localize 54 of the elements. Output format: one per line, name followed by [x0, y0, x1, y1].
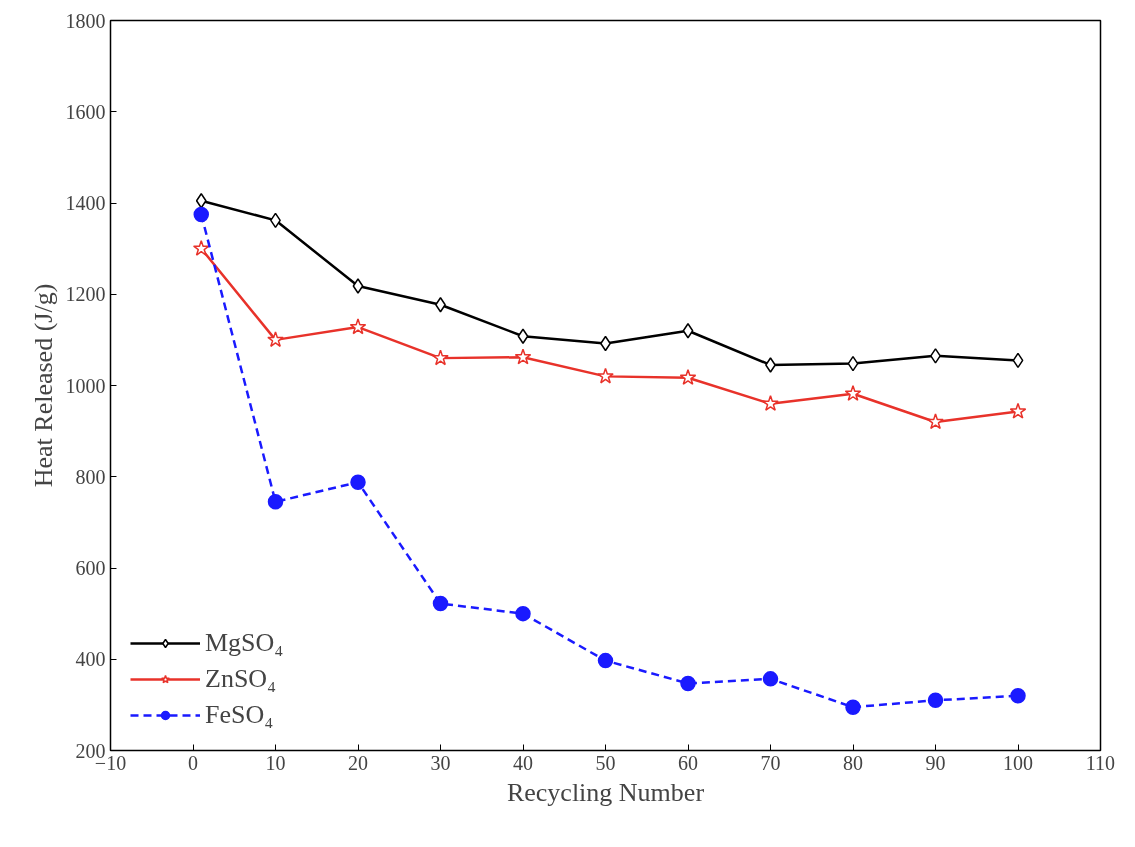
x-tick-label: 0	[188, 751, 198, 774]
x-axis-title: Recycling Number	[506, 777, 705, 807]
legend-label: ZnSO₄	[205, 664, 277, 694]
x-tick-label: 70	[760, 751, 781, 774]
x-tick-label: 10	[265, 751, 286, 774]
x-tick-label: 50	[595, 751, 616, 774]
y-tick-label: 1200	[65, 283, 106, 306]
x-tick-label: 90	[925, 751, 946, 774]
y-tick-label: 1600	[65, 100, 106, 123]
legend-label: FeSO₄	[205, 700, 274, 730]
x-tick-label: 80	[843, 751, 863, 774]
point	[432, 595, 449, 612]
y-tick-label: 1400	[65, 192, 106, 214]
point	[845, 699, 861, 715]
x-tick-label: 40	[513, 751, 533, 774]
point	[1009, 402, 1027, 419]
point	[1010, 688, 1026, 704]
point	[679, 368, 697, 385]
point	[352, 278, 364, 294]
x-tick-label: 30	[430, 751, 451, 774]
point	[762, 395, 779, 411]
point	[680, 675, 696, 692]
point	[349, 318, 367, 335]
point	[597, 652, 614, 669]
point	[597, 367, 614, 384]
point	[682, 323, 694, 339]
point	[267, 494, 284, 510]
point	[515, 605, 531, 622]
point	[432, 349, 449, 366]
y-tick-label: 600	[75, 557, 106, 579]
point	[350, 474, 366, 490]
point	[514, 348, 532, 365]
y-tick-label: 800	[75, 465, 106, 488]
point	[192, 239, 210, 256]
y-tick-label: 400	[75, 648, 106, 671]
y-tick-label: 1800	[65, 9, 106, 32]
x-tick-label: 20	[348, 751, 368, 774]
y-axis-title: Heat Released (J/g)	[28, 283, 58, 488]
x-tick-label: 100	[1003, 751, 1033, 774]
point	[193, 206, 209, 223]
x-tick-label: 110	[1085, 751, 1116, 774]
x-tick-label: 60	[678, 751, 698, 774]
point	[844, 384, 862, 401]
y-tick-label: 200	[75, 739, 106, 762]
point	[517, 328, 529, 344]
point	[927, 692, 944, 709]
point	[267, 331, 284, 348]
point	[195, 192, 207, 209]
point	[847, 355, 859, 372]
point	[762, 671, 779, 687]
y-tick-label: 1000	[65, 374, 106, 397]
point	[1012, 352, 1024, 369]
legend-label: MgSO₄	[205, 628, 284, 658]
point	[927, 413, 944, 430]
